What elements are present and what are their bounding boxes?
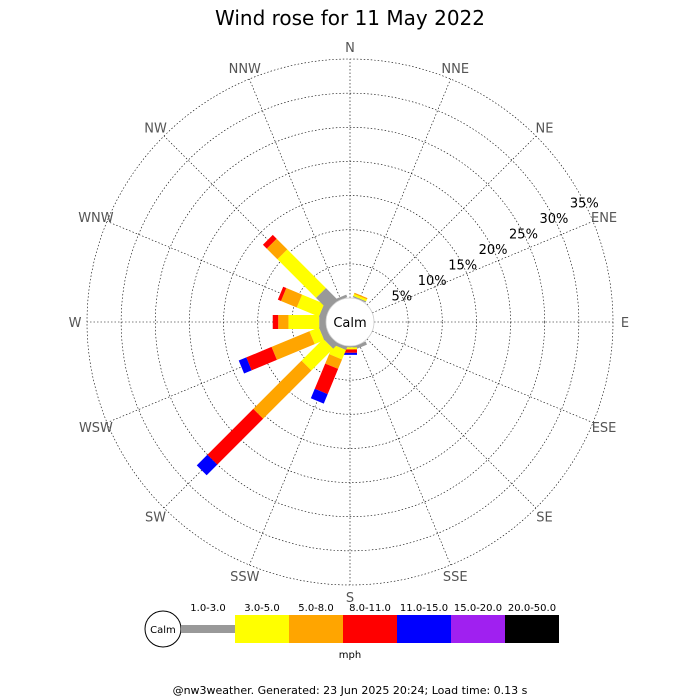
- grid-circle-2: [257, 229, 443, 415]
- calm-label: Calm: [333, 316, 366, 331]
- direction-label-nne: NNE: [441, 62, 469, 77]
- wind-bars: [196, 234, 368, 476]
- spoke-sse: [358, 344, 451, 566]
- direction-label-nw: NW: [144, 122, 167, 137]
- bar-sw-bin-4: [207, 408, 264, 465]
- grid-circle-6: [120, 92, 580, 552]
- legend-bins: 1.0-3.0 3.0-5.0 5.0-8.0 8.0-11.0 11.0-15.0 15…: [181, 603, 559, 643]
- bar-ssw-bin-3: [325, 354, 343, 369]
- radial-tick-label-7: 35%: [570, 197, 599, 212]
- direction-label-sse: SSE: [443, 570, 468, 585]
- bar-wnw-bin-3: [280, 288, 303, 308]
- bar-nnw-bin-1: [333, 294, 348, 303]
- spoke-nne: [358, 78, 451, 300]
- bar-nne-bin-3: [354, 292, 368, 300]
- direction-label-s: S: [346, 591, 354, 606]
- legend-calm-label: Calm: [150, 625, 176, 636]
- speed-legend: Calm 1.0-3.0 3.0-5.0 5.0-8.0 8.0-11.0 11.0-1…: [144, 603, 559, 661]
- bar-wnw-bin-2: [296, 294, 325, 317]
- legend-label-3: 5.0-8.0: [298, 603, 333, 614]
- bar-sw-bin-3: [253, 360, 312, 419]
- bar-wsw-bin-3: [271, 331, 315, 360]
- direction-label-sw: SW: [145, 510, 166, 525]
- legend-label-5: 11.0-15.0: [400, 603, 448, 614]
- legend-swatch-7: [505, 615, 559, 643]
- bar-nne-bin-1: [352, 295, 367, 303]
- bar-ssw-bin-5: [310, 388, 328, 404]
- direction-label-wnw: WNW: [78, 211, 114, 226]
- direction-label-se: SE: [536, 510, 552, 525]
- spoke-ese: [372, 330, 594, 423]
- legend-swatch-6: [451, 615, 505, 643]
- bar-wsw-bin-4: [246, 346, 277, 371]
- bar-wnw-bin-4: [277, 286, 287, 301]
- legend-label-7: 20.0-50.0: [508, 603, 556, 614]
- legend-label-1: 1.0-3.0: [190, 603, 225, 614]
- footer-text: @nw3weather. Generated: 23 Jun 2025 20:2…: [172, 684, 528, 697]
- bar-nw-bin-2: [277, 249, 326, 298]
- bar-nw-bin-3: [266, 238, 288, 260]
- direction-label-w: W: [69, 316, 82, 331]
- grid-circle-5: [154, 126, 546, 518]
- radial-tick-label-3: 15%: [448, 259, 477, 274]
- legend-label-6: 15.0-20.0: [454, 603, 502, 614]
- bar-wsw-bin-5: [238, 357, 252, 374]
- bar-nw-bin-4: [262, 234, 277, 249]
- direction-label-wsw: WSW: [79, 421, 113, 436]
- legend-swatch-2: [235, 615, 289, 643]
- radial-tick-label-1: 5%: [391, 290, 412, 305]
- legend-label-4: 8.0-11.0: [349, 603, 391, 614]
- spoke-ne: [366, 135, 537, 306]
- direction-label-n: N: [345, 41, 355, 56]
- bar-s-bin-5: [343, 352, 357, 355]
- direction-label-ssw: SSW: [230, 570, 260, 585]
- legend-swatch-4: [343, 615, 397, 643]
- direction-label-ene: ENE: [591, 211, 617, 226]
- calm-circle: Calm: [325, 297, 375, 347]
- bar-nw-bin-1: [316, 288, 338, 310]
- spoke-ene: [372, 221, 594, 314]
- radial-tick-label-4: 20%: [479, 243, 508, 258]
- legend-unit: mph: [339, 650, 361, 661]
- direction-label-ne: NE: [535, 122, 553, 137]
- radial-tick-label-5: 25%: [509, 228, 538, 243]
- bar-sw-bin-5: [196, 454, 218, 476]
- bar-wsw-bin-2: [309, 327, 325, 345]
- legend-swatch-5: [397, 615, 451, 643]
- legend-swatch-1: [181, 625, 235, 633]
- direction-label-nnw: NNW: [229, 62, 261, 77]
- legend-swatch-3: [289, 615, 343, 643]
- legend-label-2: 3.0-5.0: [244, 603, 279, 614]
- direction-labels: N NNE NE ENE E ESE SE SSE S SSW SW WSW W WNW NW NNW: [69, 41, 630, 606]
- spoke-nnw: [249, 78, 342, 300]
- radial-tick-labels: 5% 10%15%20%25%30%35%: [391, 197, 598, 305]
- direction-label-ese: ESE: [592, 421, 617, 436]
- bar-s-bin-4: [343, 349, 357, 353]
- chart-title: Wind rose for 11 May 2022: [215, 6, 485, 30]
- bar-w-bin-3: [278, 315, 289, 329]
- bar-ssw-bin-4: [314, 363, 339, 395]
- radial-tick-label-6: 30%: [539, 212, 568, 227]
- spoke-se: [366, 338, 537, 509]
- bar-sw-bin-2: [301, 338, 334, 371]
- bar-w-bin-2: [288, 315, 320, 329]
- bar-nne-bin-2: [353, 293, 367, 302]
- bar-w-bin-4: [272, 315, 279, 329]
- direction-label-e: E: [621, 316, 629, 331]
- radial-tick-label-2: 10%: [418, 274, 447, 289]
